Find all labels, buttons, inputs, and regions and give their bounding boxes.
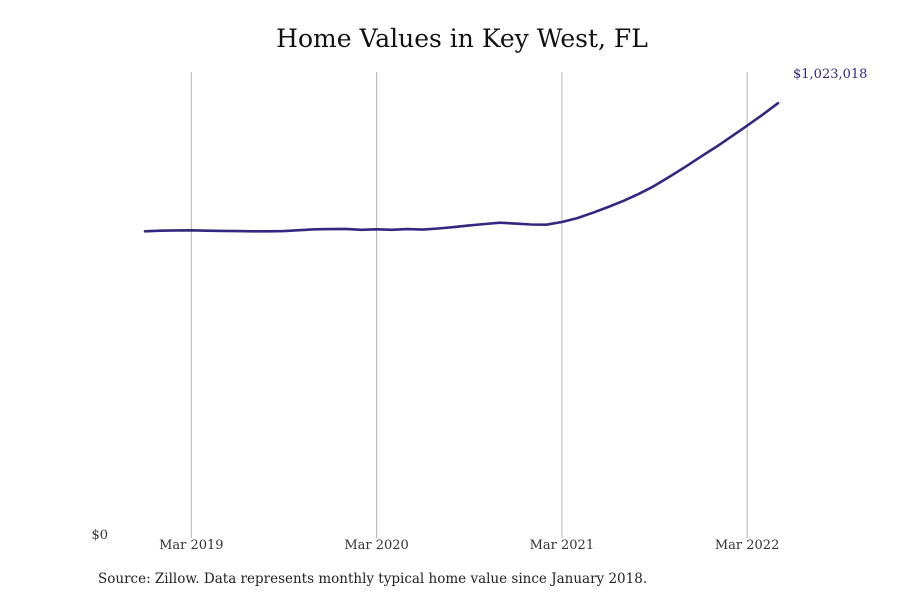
x-tick-label: Mar 2022 [715, 538, 780, 553]
x-tick-label: Mar 2021 [530, 538, 595, 553]
series-group [143, 101, 780, 233]
x-tick-label: Mar 2020 [344, 538, 409, 553]
end-value-label: $1,023,018 [793, 67, 867, 82]
y-tick-label: $0 [91, 528, 108, 543]
x-axis-ticks: Mar 2019 Mar 2020 Mar 2021 Mar 2022 [159, 538, 779, 553]
end-value-label-group: $1,023,018 [793, 67, 867, 82]
chart-title: Home Values in Key West, FL [276, 24, 648, 53]
x-tick-label: Mar 2019 [159, 538, 224, 553]
gridlines [190, 72, 748, 538]
series-line [143, 101, 780, 233]
y-axis-ticks: $0 [91, 528, 108, 543]
source-note: Source: Zillow. Data represents monthly … [98, 571, 648, 587]
